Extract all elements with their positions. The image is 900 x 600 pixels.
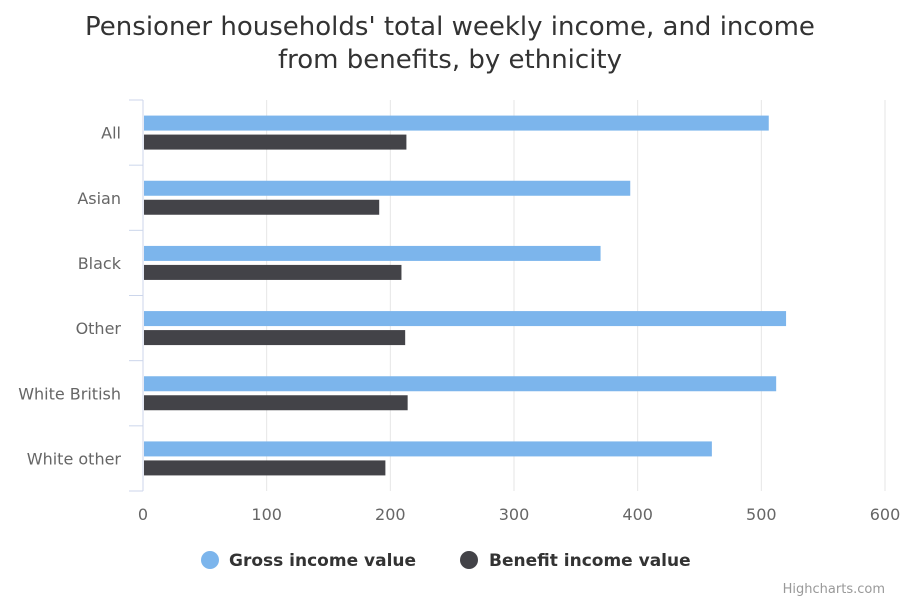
bar-benefit-income[interactable] — [144, 134, 407, 150]
bar-benefit-income[interactable] — [144, 264, 402, 280]
bars — [144, 115, 787, 476]
category-label: Other — [76, 319, 122, 338]
x-tick-label: 100 — [251, 505, 282, 524]
x-tick-label: 0 — [138, 505, 148, 524]
bar-gross-income[interactable] — [144, 441, 712, 457]
bar-benefit-income[interactable] — [144, 460, 386, 476]
legend-label-benefit-income: Benefit income value — [489, 551, 691, 571]
category-label: All — [101, 124, 121, 143]
gridlines — [266, 100, 886, 491]
category-label: White other — [27, 449, 122, 468]
x-tick-label: 400 — [622, 505, 653, 524]
bar-gross-income[interactable] — [144, 245, 601, 261]
legend-item-gross-income[interactable]: Gross income value — [201, 551, 416, 571]
bar-benefit-income[interactable] — [144, 395, 408, 411]
bar-gross-income[interactable] — [144, 311, 787, 327]
x-tick-label: 500 — [746, 505, 777, 524]
x-tick-label: 600 — [870, 505, 900, 524]
chart-title-line-1: Pensioner households' total weekly incom… — [85, 12, 815, 42]
x-tick-label: 200 — [375, 505, 406, 524]
x-axis-tick-labels: 0 100 200 300 400 500 600 — [138, 505, 900, 524]
legend-item-benefit-income[interactable]: Benefit income value — [460, 551, 691, 571]
bar-gross-income[interactable] — [144, 376, 777, 392]
category-labels: All Asian Black Other White British White oth… — [18, 124, 122, 469]
legend-marker-gross-income — [201, 551, 219, 569]
legend: Gross income value Benefit income value — [201, 551, 691, 571]
category-label: White British — [18, 384, 121, 403]
bar-gross-income[interactable] — [144, 115, 769, 131]
category-axis — [129, 99, 144, 492]
bar-benefit-income[interactable] — [144, 199, 380, 215]
x-tick-label: 300 — [499, 505, 530, 524]
legend-label-gross-income: Gross income value — [229, 551, 416, 571]
bar-benefit-income[interactable] — [144, 330, 406, 346]
chart-title-line-2: from benefits, by ethnicity — [278, 45, 622, 75]
category-label: Black — [78, 254, 122, 273]
legend-marker-benefit-income — [460, 551, 478, 569]
credits-link[interactable]: Highcharts.com — [783, 582, 885, 597]
category-label: Asian — [77, 189, 121, 208]
bar-gross-income[interactable] — [144, 180, 631, 196]
